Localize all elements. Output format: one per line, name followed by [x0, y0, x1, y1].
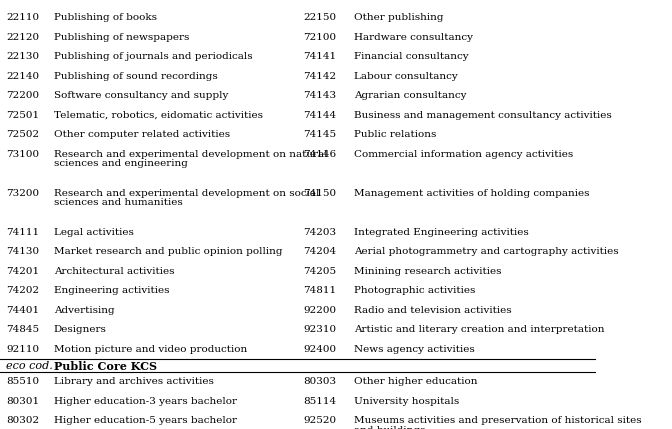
Text: Higher education-3 years bachelor: Higher education-3 years bachelor [54, 397, 237, 406]
Text: Museums activities and preservation of historical sites: Museums activities and preservation of h… [354, 416, 642, 425]
Text: Higher education-5 years bachelor: Higher education-5 years bachelor [54, 416, 237, 425]
Text: 72501: 72501 [6, 111, 39, 120]
Text: 74143: 74143 [304, 91, 337, 100]
Text: Photographic activities: Photographic activities [354, 286, 476, 295]
Text: 72502: 72502 [6, 130, 39, 139]
Text: Aerial photogrammetry and cartography activities: Aerial photogrammetry and cartography ac… [354, 247, 619, 256]
Text: Minining research activities: Minining research activities [354, 267, 502, 276]
Text: Advertising: Advertising [54, 306, 114, 315]
Text: Publishing of journals and periodicals: Publishing of journals and periodicals [54, 52, 252, 61]
Text: Designers: Designers [54, 325, 106, 334]
Text: Motion picture and video production: Motion picture and video production [54, 344, 247, 353]
Text: News agency activities: News agency activities [354, 344, 475, 353]
Text: 72100: 72100 [304, 33, 337, 42]
Text: Radio and television activities: Radio and television activities [354, 306, 512, 315]
Text: Other publishing: Other publishing [354, 13, 444, 22]
Text: 92310: 92310 [304, 325, 337, 334]
Text: 74111: 74111 [6, 228, 39, 237]
Text: 74205: 74205 [304, 267, 337, 276]
Text: 92520: 92520 [304, 416, 337, 425]
Text: 74130: 74130 [6, 247, 39, 256]
Text: Financial consultancy: Financial consultancy [354, 52, 469, 61]
Text: Research and experimental development on natural: Research and experimental development on… [54, 150, 327, 159]
Text: 74203: 74203 [304, 228, 337, 237]
Text: 92400: 92400 [304, 344, 337, 353]
Text: Software consultancy and supply: Software consultancy and supply [54, 91, 228, 100]
Text: Hardware consultancy: Hardware consultancy [354, 33, 473, 42]
Text: 92110: 92110 [6, 344, 39, 353]
Text: 80302: 80302 [6, 416, 39, 425]
Text: 73100: 73100 [6, 150, 39, 159]
Text: 74145: 74145 [304, 130, 337, 139]
Text: 74401: 74401 [6, 306, 39, 315]
Text: 92200: 92200 [304, 306, 337, 315]
Text: Public relations: Public relations [354, 130, 437, 139]
Text: Publishing of books: Publishing of books [54, 13, 157, 22]
Text: 74201: 74201 [6, 267, 39, 276]
Text: 22130: 22130 [6, 52, 39, 61]
Text: 74141: 74141 [304, 52, 337, 61]
Text: 85114: 85114 [304, 397, 337, 406]
Text: Other higher education: Other higher education [354, 378, 478, 387]
Text: Integrated Engineering activities: Integrated Engineering activities [354, 228, 529, 237]
Text: Agrarian consultancy: Agrarian consultancy [354, 91, 466, 100]
Text: Publishing of sound recordings: Publishing of sound recordings [54, 72, 217, 81]
Text: Legal activities: Legal activities [54, 228, 134, 237]
Text: sciences and humanities: sciences and humanities [54, 199, 182, 207]
Text: Telematic, robotics, eidomatic activities: Telematic, robotics, eidomatic activitie… [54, 111, 263, 120]
Text: 72200: 72200 [6, 91, 39, 100]
Text: Labour consultancy: Labour consultancy [354, 72, 458, 81]
Text: 80301: 80301 [6, 397, 39, 406]
Text: 73200: 73200 [6, 189, 39, 198]
Text: 74204: 74204 [304, 247, 337, 256]
Text: Business and management consultancy activities: Business and management consultancy acti… [354, 111, 612, 120]
Text: University hospitals: University hospitals [354, 397, 460, 406]
Text: 22110: 22110 [6, 13, 39, 22]
Text: Research and experimental development on social: Research and experimental development on… [54, 189, 319, 198]
Text: Management activities of holding companies: Management activities of holding compani… [354, 189, 590, 198]
Text: Commercial information agency activities: Commercial information agency activities [354, 150, 573, 159]
Text: eco cod.: eco cod. [6, 361, 52, 371]
Text: 74146: 74146 [304, 150, 337, 159]
Text: 85510: 85510 [6, 378, 39, 387]
Text: sciences and engineering: sciences and engineering [54, 160, 187, 169]
Text: 80303: 80303 [304, 378, 337, 387]
Text: 74845: 74845 [6, 325, 39, 334]
Text: 22140: 22140 [6, 72, 39, 81]
Text: Architectural activities: Architectural activities [54, 267, 174, 276]
Text: Library and archives activities: Library and archives activities [54, 378, 214, 387]
Text: Public Core KCS: Public Core KCS [54, 361, 157, 372]
Text: 74202: 74202 [6, 286, 39, 295]
Text: and buildings: and buildings [354, 426, 425, 429]
Text: 22120: 22120 [6, 33, 39, 42]
Text: Market research and public opinion polling: Market research and public opinion polli… [54, 247, 282, 256]
Text: 74150: 74150 [304, 189, 337, 198]
Text: 74142: 74142 [304, 72, 337, 81]
Text: 74144: 74144 [304, 111, 337, 120]
Text: 74811: 74811 [304, 286, 337, 295]
Text: Other computer related activities: Other computer related activities [54, 130, 230, 139]
Text: Engineering activities: Engineering activities [54, 286, 169, 295]
Text: Publishing of newspapers: Publishing of newspapers [54, 33, 189, 42]
Text: Artistic and literary creation and interpretation: Artistic and literary creation and inter… [354, 325, 605, 334]
Text: 22150: 22150 [304, 13, 337, 22]
